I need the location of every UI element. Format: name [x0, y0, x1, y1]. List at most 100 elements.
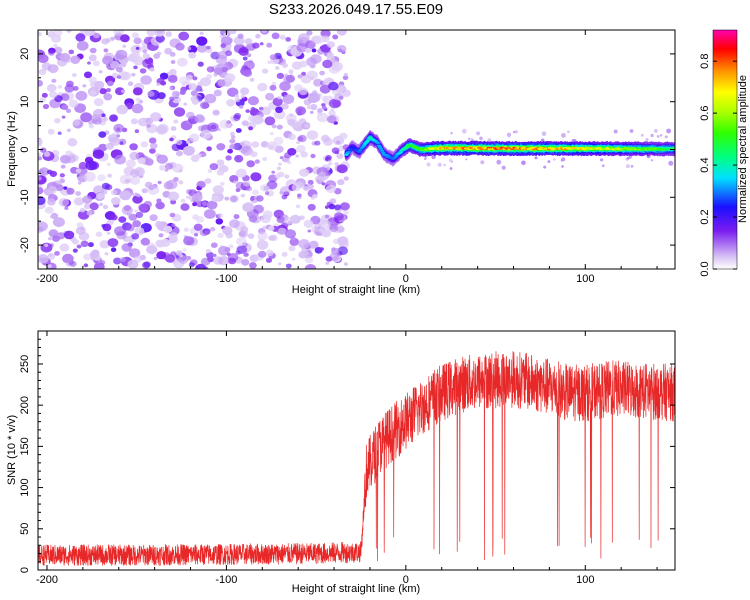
noise-blob	[332, 34, 339, 40]
noise-blob	[332, 99, 342, 108]
noise-blob	[173, 107, 186, 117]
noise-blob	[242, 202, 255, 213]
noise-blob	[210, 242, 218, 248]
noise-blob	[170, 251, 177, 258]
noise-blob	[336, 30, 347, 36]
noise-blob	[269, 132, 274, 136]
noise-blob	[119, 256, 127, 263]
noise-blob	[238, 47, 249, 56]
noise-blob	[284, 174, 290, 179]
noise-blob	[121, 89, 125, 93]
noise-blob	[197, 81, 204, 87]
noise-blob	[139, 68, 147, 74]
noise-blob	[343, 210, 349, 215]
x-tick-label: -100	[215, 574, 237, 586]
noise-blob	[38, 32, 42, 37]
signal-cell	[380, 149, 385, 152]
noise-blob	[156, 154, 168, 164]
noise-blob	[38, 226, 44, 233]
noise-blob	[241, 120, 249, 127]
noise-blob	[254, 159, 260, 164]
noise-blob	[49, 91, 58, 99]
noise-blob	[85, 160, 98, 171]
noise-blob	[206, 251, 214, 259]
noise-blob	[97, 174, 106, 182]
noise-blob	[211, 194, 220, 202]
noise-blob	[337, 236, 349, 246]
noise-blob	[224, 196, 230, 201]
noise-blob	[235, 181, 245, 190]
noise-blob	[205, 248, 212, 254]
noise-blob	[44, 243, 49, 247]
signal-cell	[357, 150, 362, 153]
noise-blob	[169, 51, 176, 57]
noise-blob	[185, 74, 193, 81]
noise-dot	[496, 159, 502, 165]
noise-blob	[285, 37, 292, 42]
y-tick-label: -20	[19, 237, 31, 253]
noise-blob	[89, 90, 97, 96]
noise-blob	[334, 162, 339, 166]
colorbar-tick-label: 0.0	[699, 261, 711, 276]
y-tick-label: 0	[19, 567, 31, 573]
noise-blob	[38, 196, 46, 205]
noise-blob	[298, 39, 304, 44]
noise-blob	[132, 220, 141, 228]
noise-dot	[659, 134, 663, 137]
noise-blob	[242, 56, 248, 61]
noise-blob	[116, 104, 128, 115]
noise-blob	[137, 157, 146, 164]
noise-blob	[216, 143, 226, 151]
noise-blob	[287, 45, 297, 54]
noise-blob	[217, 232, 224, 239]
y-tick-label: 50	[19, 523, 31, 535]
noise-blob	[142, 49, 147, 54]
noise-blob	[275, 66, 280, 70]
signal-cell	[376, 144, 382, 147]
noise-blob	[131, 103, 144, 114]
noise-blob	[125, 224, 135, 232]
noise-blob	[271, 170, 276, 174]
x-tick-label: 0	[403, 273, 409, 285]
noise-blob	[127, 81, 134, 86]
noise-dot	[561, 157, 566, 162]
noise-blob	[305, 47, 312, 54]
noise-blob	[76, 244, 82, 249]
noise-blob	[233, 112, 242, 119]
noise-blob	[248, 215, 258, 223]
noise-blob	[203, 266, 209, 269]
noise-dot	[567, 130, 570, 134]
noise-blob	[310, 153, 316, 159]
noise-blob	[63, 186, 68, 190]
noise-blob	[170, 60, 176, 64]
noise-blob	[91, 114, 99, 120]
noise-blob	[314, 140, 321, 146]
noise-blob	[226, 99, 235, 107]
noise-blob	[171, 143, 181, 152]
noise-blob	[259, 42, 264, 46]
noise-blob	[121, 205, 133, 215]
noise-blob	[182, 248, 187, 252]
noise-blob	[89, 47, 97, 54]
snr-frame	[37, 330, 676, 571]
noise-blob	[342, 89, 351, 97]
noise-blob	[107, 238, 119, 248]
noise-blob	[306, 130, 319, 140]
noise-blob	[126, 212, 131, 216]
noise-blob	[183, 236, 195, 246]
noise-blob	[175, 92, 180, 96]
noise-blob	[237, 33, 244, 39]
noise-blob	[195, 216, 205, 223]
noise-blob	[325, 184, 336, 194]
noise-blob	[125, 159, 136, 168]
noise-blob	[209, 163, 218, 171]
noise-blob	[289, 72, 294, 75]
noise-blob	[236, 245, 248, 254]
noise-blob	[38, 186, 44, 195]
noise-blob	[192, 202, 198, 207]
noise-blob	[64, 206, 69, 210]
noise-blob	[164, 47, 173, 55]
noise-blob	[328, 64, 340, 74]
noise-blob	[306, 30, 313, 36]
